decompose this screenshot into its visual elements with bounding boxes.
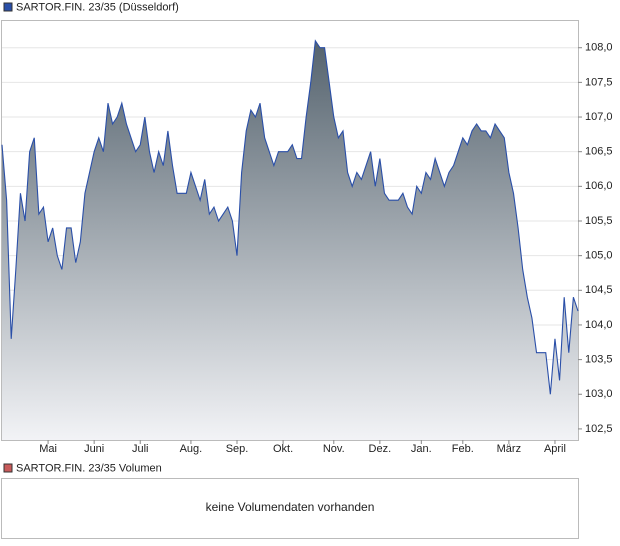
plot-frame xyxy=(1,20,579,441)
y-tick-label: 104,5 xyxy=(585,284,613,296)
x-tick-label: März xyxy=(497,443,521,455)
x-tick-label: Jan. xyxy=(411,443,432,455)
x-tick-label: Dez. xyxy=(369,443,392,455)
volume-message: keine Volumendaten vorhanden xyxy=(206,500,375,514)
y-tick-label: 103,0 xyxy=(585,388,613,400)
area-fill xyxy=(2,40,578,440)
x-tick-label: Sep. xyxy=(226,443,249,455)
x-tick-label: Nov. xyxy=(323,443,345,455)
x-tick-label: Juli xyxy=(132,443,149,455)
legend-label: SARTOR.FIN. 23/35 (Düsseldorf) xyxy=(16,1,179,13)
x-tick-label: April xyxy=(544,443,566,455)
y-tick-label: 106,0 xyxy=(585,180,613,192)
x-tick-label: Feb. xyxy=(452,443,474,455)
y-tick-label: 107,5 xyxy=(585,76,613,88)
x-tick-label: Aug. xyxy=(180,443,203,455)
legend-swatch xyxy=(3,2,13,12)
x-tick-label: Okt. xyxy=(273,443,293,455)
y-tick-label: 107,0 xyxy=(585,111,613,123)
y-tick-label: 102,5 xyxy=(585,423,613,435)
legend-swatch xyxy=(3,463,13,473)
volume-legend: SARTOR.FIN. 23/35 Volumen xyxy=(16,462,162,474)
x-tick-label: Mai xyxy=(39,443,57,455)
volume-frame xyxy=(1,478,579,539)
y-tick-label: 103,5 xyxy=(585,354,613,366)
y-tick-label: 105,5 xyxy=(585,215,613,227)
price-line xyxy=(1,39,579,395)
x-tick-label: Juni xyxy=(84,443,104,455)
y-tick-label: 108,0 xyxy=(585,42,613,54)
y-tick-label: 104,0 xyxy=(585,319,613,331)
y-tick-label: 106,5 xyxy=(585,146,613,158)
y-tick-label: 105,0 xyxy=(585,250,613,262)
